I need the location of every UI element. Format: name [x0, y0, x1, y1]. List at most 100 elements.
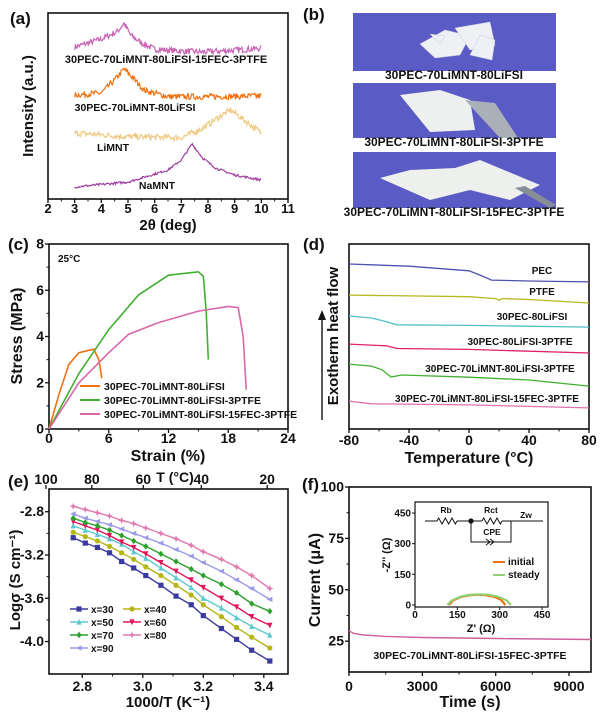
- legend-label: x=40: [144, 605, 167, 616]
- inset-legend-label: initial: [508, 557, 534, 568]
- legend-marker: [76, 618, 82, 625]
- conductivity-series-line: [72, 537, 271, 662]
- arrow-head-icon: [318, 310, 326, 320]
- conductivity-data-point: [173, 558, 179, 565]
- xrd-xtick-label: 2: [44, 201, 51, 216]
- inset-ytick-label: 0: [405, 600, 411, 611]
- temperature-top-tick-label: 60: [135, 471, 151, 487]
- xrd-series-label: LiMNT: [97, 142, 130, 154]
- stress-ytick-label: 6: [36, 282, 44, 298]
- inset-xtick-label: 450: [534, 610, 551, 621]
- conductivity-data-point: [94, 538, 101, 544]
- dsc-series-label: 30PEC-70LiMNT-80LiFSI-15FEC-3PTFE: [395, 394, 579, 405]
- photo-film: [380, 160, 540, 200]
- legend-label: x=50: [91, 618, 114, 629]
- photo-flake: [469, 34, 496, 61]
- dsc-series-label: 30PEC-80LiFSI-3PTFE: [467, 337, 572, 348]
- cpe-element-icon: [485, 538, 495, 546]
- conductivity-data-point: [158, 564, 164, 571]
- sample-annotation: 30PEC-70LiMNT-80LiFSI-15FEC-3PTFE: [373, 650, 566, 662]
- dsc-series-line: [348, 343, 590, 354]
- conductivity-data-point: [94, 522, 101, 529]
- conductivity-data-point: [233, 589, 240, 597]
- xrd-xtick-label: 6: [151, 201, 158, 216]
- conductivity-data-point: [173, 593, 179, 599]
- current-ylabel: Current (μA): [307, 533, 324, 627]
- conductivity-data-point: [233, 577, 240, 583]
- xrd-xtick-label: 8: [204, 201, 211, 216]
- xrd-xtick-label: 4: [98, 201, 106, 216]
- conductivity-ytick-label: -3.6: [20, 590, 44, 606]
- conductivity-data-point: [106, 526, 113, 534]
- photo-flake: [419, 29, 471, 59]
- current-plot-frame: [348, 486, 592, 673]
- current-ytick-label: 50: [328, 581, 344, 597]
- xrd-xtick-label: 11: [281, 201, 295, 216]
- conductivity-data-point: [267, 658, 273, 664]
- stress-ylabel: Stress (MPa): [9, 288, 26, 385]
- circuit-wire: [470, 520, 543, 543]
- conductivity-data-point: [173, 582, 179, 588]
- conductivity-data-point: [131, 537, 137, 545]
- conductivity-data-point: [143, 564, 149, 570]
- xrd-series-label: 30PEC-70LiMNT-80LiFSI: [75, 102, 196, 114]
- current-ytick-label: 25: [328, 633, 344, 649]
- conductivity-data-point: [131, 548, 137, 555]
- stress-xtick-label: 6: [105, 430, 113, 446]
- legend-label: x=80: [144, 631, 167, 642]
- stress-xtick-label: 0: [45, 430, 53, 446]
- dsc-series-label: 30PEC-70LiMNT-80LiFSI-3PTFE: [425, 364, 575, 375]
- inset-xlabel: Z' (Ω): [467, 623, 496, 635]
- conductivity-data-point: [187, 541, 195, 549]
- conductivity-data-point: [233, 604, 240, 611]
- dsc-series-line: [348, 400, 590, 409]
- dsc-xtick-label: 80: [581, 432, 597, 448]
- dsc-series-line: [348, 363, 590, 387]
- conductivity-data-point: [188, 577, 194, 584]
- conductivity-data-point: [200, 559, 206, 566]
- stress-xtick-label: 12: [161, 430, 177, 446]
- temperature-top-label: T (°C): [156, 469, 193, 485]
- conductivity-data-point: [82, 515, 88, 521]
- xrd-ylabel: Intensity (a.u.): [20, 55, 37, 157]
- conductivity-data-point: [119, 558, 125, 565]
- panel-label-f: (f): [302, 475, 319, 494]
- xrd-xtick-label: 7: [178, 201, 185, 216]
- conductivity-data-point: [81, 505, 89, 514]
- conductivity-data-point: [158, 572, 164, 579]
- stress-ytick-label: 2: [36, 374, 44, 390]
- conductivity-data-point: [118, 516, 126, 524]
- conductivity-data-point: [69, 502, 77, 510]
- current-xtick-label: 0: [345, 678, 353, 694]
- stress-xlabel: Strain (%): [131, 448, 206, 465]
- conductivity-data-point: [142, 535, 149, 541]
- panel-label-c: (c): [8, 235, 29, 254]
- stress-series-line: [48, 348, 103, 430]
- dsc-xtick-label: 40: [521, 432, 537, 448]
- conductivity-data-point: [130, 520, 138, 528]
- conductivity-data-point: [82, 540, 88, 546]
- conductivity-data-point: [158, 582, 164, 588]
- conductivity-data-point: [218, 614, 225, 620]
- legend-marker: [75, 645, 82, 651]
- conductivity-data-point: [248, 585, 255, 592]
- conductivity-data-point: [218, 604, 225, 611]
- conductivity-data-point: [188, 592, 194, 598]
- conductivity-data-point: [233, 614, 240, 621]
- conductivity-data-point: [218, 625, 225, 632]
- conductivity-data-point: [94, 544, 101, 551]
- conductivity-data-point: [106, 550, 113, 556]
- inset-xtick-label: 300: [491, 610, 508, 621]
- impedance-inset-frame: [414, 501, 549, 608]
- conductivity-data-point: [119, 539, 125, 546]
- legend-label: 30PEC-70LiMNT-80LiFSI-15FEC-3PTFE: [104, 409, 297, 421]
- resistor-rct-icon: [481, 516, 503, 526]
- xrd-xtick-label: 9: [231, 201, 238, 216]
- dsc-xtick-label: -80: [339, 432, 359, 448]
- photo-caption: 30PEC-70LiMNT-80LiFSI: [385, 68, 523, 82]
- conductivity-data-point: [157, 540, 164, 546]
- conductivity-data-point: [142, 524, 150, 532]
- photo-rod: [465, 100, 518, 138]
- conductivity-data-point: [200, 572, 206, 579]
- dsc-xlabel: Temperature (°C): [405, 450, 534, 467]
